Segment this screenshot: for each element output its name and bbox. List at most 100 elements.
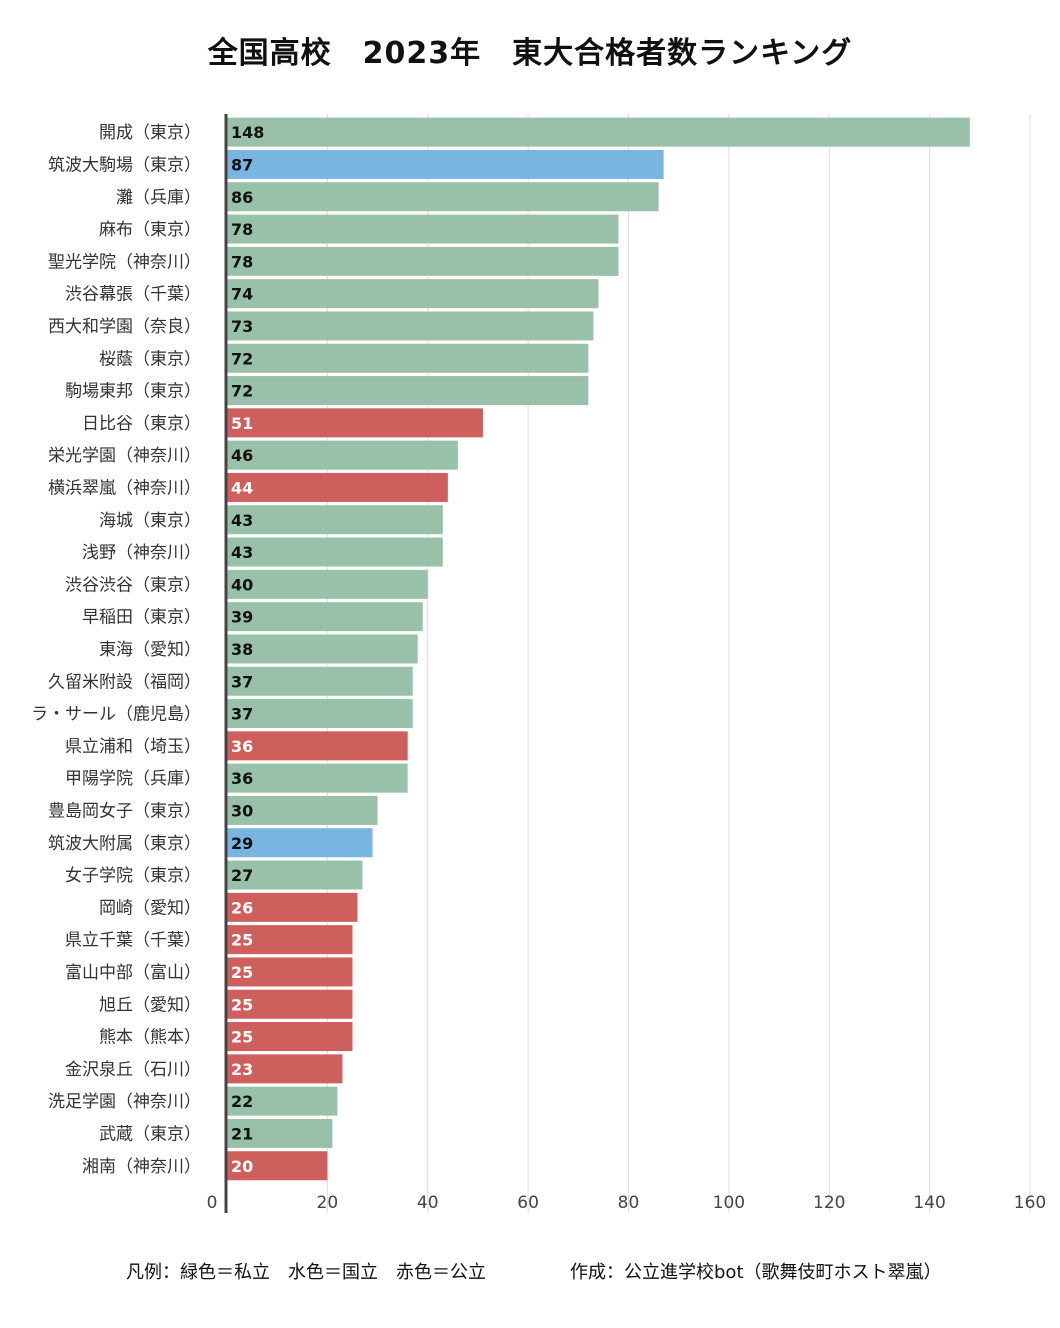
bar: [227, 828, 373, 858]
category-label: 灘（兵庫）: [116, 188, 201, 208]
bar-value-label: 39: [231, 608, 253, 627]
bar-value-label: 78: [231, 220, 253, 239]
category-label: 旭丘（愛知）: [99, 995, 201, 1015]
bar-value-label: 36: [231, 737, 253, 756]
x-tick-label: 80: [618, 1193, 640, 1213]
bar: [227, 311, 594, 341]
bar: [227, 472, 448, 502]
category-label: 富山中部（富山）: [65, 963, 201, 983]
category-label: 横浜翠嵐（神奈川）: [48, 478, 201, 498]
category-label: 久留米附設（福岡）: [48, 672, 201, 692]
bar-value-label: 21: [231, 1124, 253, 1143]
category-labels: 開成（東京） 筑波大駒場（東京） 灘（兵庫） 麻布（東京） 聖光学院（神奈川） 渋谷幕張（…: [31, 123, 201, 1177]
bar: [227, 279, 599, 309]
category-label: 聖光学院（神奈川）: [48, 252, 201, 272]
x-tick-label: 0: [207, 1193, 218, 1213]
bar: [227, 569, 428, 599]
bar-value-label: 25: [231, 995, 253, 1014]
bar: [227, 666, 413, 696]
bar: [227, 957, 353, 987]
bar: [227, 376, 589, 406]
bar: [227, 214, 619, 244]
bar-value-label: 74: [231, 285, 253, 304]
x-tick-label: 120: [813, 1193, 845, 1213]
bar: [227, 1118, 333, 1148]
bar: [227, 440, 458, 470]
bar: [227, 1086, 338, 1116]
bar: [227, 892, 358, 922]
category-label: 栄光学園（神奈川）: [48, 446, 201, 466]
x-tick-label: 20: [317, 1193, 339, 1213]
bar: [227, 634, 418, 664]
bar-value-label: 43: [231, 543, 253, 562]
bar-value-label: 44: [231, 478, 253, 497]
bar: [227, 1054, 343, 1084]
category-label: 渋谷幕張（千葉）: [65, 285, 201, 305]
x-tick-label: 160: [1014, 1193, 1046, 1213]
bar: [227, 343, 589, 373]
bars: 148 87 86 78 78 74 73 72 72 51 46 44 43 43 40 39 38 37 37 3…: [227, 117, 970, 1181]
bar-value-label: 30: [231, 801, 253, 820]
bar: [227, 408, 483, 438]
x-tick-label: 100: [713, 1193, 745, 1213]
bar: [227, 699, 413, 729]
bar-value-label: 73: [231, 317, 253, 336]
bar-value-label: 27: [231, 866, 253, 885]
category-label: 岡崎（愛知）: [99, 898, 201, 918]
grid-lines: [326, 114, 1031, 1213]
bar: [227, 149, 664, 179]
bar-value-label: 86: [231, 188, 253, 207]
category-label: 東海（愛知）: [99, 640, 201, 660]
bar: [227, 1022, 353, 1052]
category-label: 洗足学園（神奈川）: [48, 1092, 201, 1112]
x-tick-label: 140: [913, 1193, 945, 1213]
category-label: ラ・サール（鹿児島）: [31, 705, 201, 725]
category-label: 西大和学園（奈良）: [48, 317, 201, 337]
bar-value-label: 20: [231, 1157, 253, 1176]
bar-value-label: 23: [231, 1060, 253, 1079]
category-label: 筑波大駒場（東京）: [48, 155, 201, 175]
category-label: 武蔵（東京）: [99, 1124, 201, 1144]
bar-value-label: 87: [231, 155, 253, 174]
bar: [227, 731, 408, 761]
bar-value-label: 72: [231, 382, 253, 401]
bar: [227, 989, 353, 1019]
category-label: 湘南（神奈川）: [82, 1157, 201, 1177]
bar: [227, 763, 408, 793]
category-label: 金沢泉丘（石川）: [65, 1060, 201, 1080]
category-label: 女子学院（東京）: [65, 866, 201, 886]
legend-text: 凡例：緑色＝私立 水色＝国立 赤色＝公立: [126, 1262, 486, 1283]
category-label: 麻布（東京）: [99, 220, 201, 240]
bar: [227, 246, 619, 276]
bar-value-label: 72: [231, 349, 253, 368]
bar-value-label: 37: [231, 705, 253, 724]
category-label: 県立千葉（千葉）: [65, 931, 201, 951]
bar-value-label: 37: [231, 672, 253, 691]
x-axis-ticks: 0 20 40 60 80 100 120 140 160: [207, 1193, 1047, 1213]
credit-text: 作成：公立進学校bot（歌舞伎町ホスト翠嵐）: [570, 1262, 942, 1283]
bar-value-label: 25: [231, 963, 253, 982]
chart-title: 全国高校 2023年 東大合格者数ランキング: [207, 36, 853, 71]
bar-value-label: 22: [231, 1092, 253, 1111]
bar: [227, 1151, 328, 1181]
category-label: 早稲田（東京）: [82, 608, 201, 628]
category-label: 浅野（神奈川）: [82, 543, 201, 563]
bar-value-label: 46: [231, 446, 253, 465]
category-label: 開成（東京）: [99, 123, 201, 143]
x-tick-label: 60: [517, 1193, 539, 1213]
category-label: 筑波大附属（東京）: [48, 834, 201, 854]
category-label: 熊本（熊本）: [99, 1028, 201, 1048]
bar-value-label: 38: [231, 640, 253, 659]
bar-value-label: 51: [231, 414, 253, 433]
bar-value-label: 25: [231, 931, 253, 950]
bar-value-label: 36: [231, 769, 253, 788]
bar-value-label: 78: [231, 252, 253, 271]
bar: [227, 182, 659, 212]
category-label: 日比谷（東京）: [82, 414, 201, 434]
bar-value-label: 26: [231, 898, 253, 917]
bar-value-label: 40: [231, 575, 253, 594]
bar-value-label: 148: [231, 123, 264, 142]
bar-value-label: 29: [231, 834, 253, 853]
category-label: 桜蔭（東京）: [99, 349, 201, 369]
